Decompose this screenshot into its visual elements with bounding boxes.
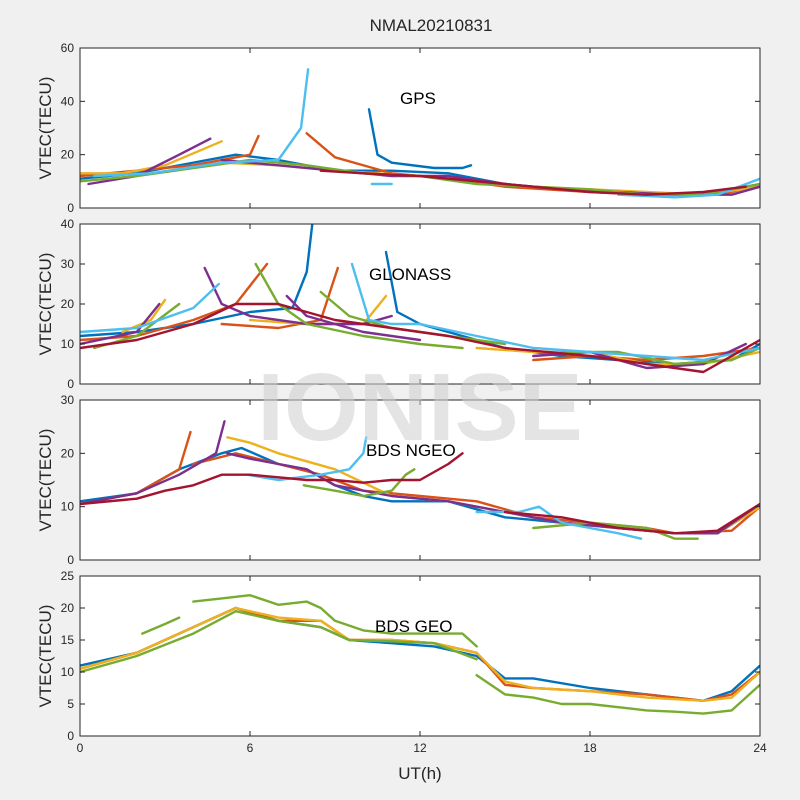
series-line — [475, 505, 643, 540]
series-line — [532, 346, 760, 362]
y-tick-label: 0 — [67, 377, 74, 391]
x-tick-label: 6 — [247, 741, 254, 755]
y-tick-label: 0 — [67, 553, 74, 567]
series-line — [203, 266, 393, 326]
y-tick-label: 30 — [61, 393, 75, 407]
series-line — [246, 436, 368, 482]
x-tick-label: 0 — [77, 741, 84, 755]
y-tick-label: 15 — [61, 633, 75, 647]
series-group — [80, 224, 760, 374]
x-tick-label: 18 — [583, 741, 597, 755]
y-tick-label: 20 — [61, 297, 75, 311]
series-line — [80, 302, 760, 374]
x-tick-label: 12 — [413, 741, 427, 755]
y-tick-label: 25 — [61, 569, 75, 583]
series-line — [80, 282, 220, 334]
x-tick-label: 24 — [753, 741, 767, 755]
series-line — [87, 137, 212, 186]
x-axis-label: UT(h) — [398, 764, 441, 783]
y-axis-label: VTEC(TECU) — [36, 77, 55, 180]
series-group — [80, 420, 760, 540]
series-line — [141, 616, 181, 635]
panel-3: 0 10 20 30 VTEC(TECU) BDS NGEO — [36, 393, 761, 567]
y-tick-label: 10 — [61, 500, 75, 514]
series-line — [80, 420, 226, 506]
series-line — [319, 169, 747, 196]
panel-2: 0 10 20 30 40 VTEC(TECU) GLONASS — [36, 217, 761, 391]
panel-title: BDS GEO — [375, 617, 452, 636]
y-tick-label: 30 — [61, 257, 75, 271]
y-axis-label: VTEC(TECU) — [36, 605, 55, 708]
series-line — [475, 674, 760, 715]
panel-title: GPS — [400, 89, 436, 108]
panel-4: 0 5 10 15 20 25 0 6 12 18 24 VTEC(TECU) BDS GEO — [36, 569, 767, 755]
y-tick-label: 0 — [67, 729, 74, 743]
y-tick-label: 10 — [61, 665, 75, 679]
y-tick-label: 20 — [61, 446, 75, 460]
watermark: IONISE — [257, 354, 582, 461]
series-line — [367, 108, 473, 170]
y-tick-label: 10 — [61, 337, 75, 351]
series-line — [503, 502, 760, 535]
series-line — [80, 610, 478, 674]
series-group — [80, 594, 760, 715]
y-tick-label: 0 — [67, 201, 74, 215]
y-tick-label: 60 — [61, 41, 75, 55]
series-line — [302, 468, 416, 498]
y-tick-label: 5 — [67, 697, 74, 711]
y-axis-label: VTEC(TECU) — [36, 253, 55, 356]
panel-1: 0 20 40 60 VTEC(TECU) GPS — [36, 41, 761, 215]
series-line — [93, 68, 310, 178]
panel-title: BDS NGEO — [366, 441, 456, 460]
series-line — [80, 452, 464, 506]
series-line — [80, 140, 223, 175]
y-axis-label: VTEC(TECU) — [36, 429, 55, 532]
y-tick-label: 40 — [61, 94, 75, 108]
series-line — [192, 594, 478, 648]
series-line — [80, 262, 269, 342]
figure-title: NMAL20210831 — [370, 16, 493, 35]
plot-area — [80, 48, 760, 208]
y-tick-label: 20 — [61, 601, 75, 615]
series-line — [80, 302, 161, 346]
y-tick-label: 40 — [61, 217, 75, 231]
series-line — [350, 262, 760, 362]
series-line — [254, 262, 464, 350]
series-line — [285, 294, 422, 342]
y-tick-label: 20 — [61, 148, 75, 162]
series-group — [80, 68, 760, 199]
panel-title: GLONASS — [369, 265, 451, 284]
